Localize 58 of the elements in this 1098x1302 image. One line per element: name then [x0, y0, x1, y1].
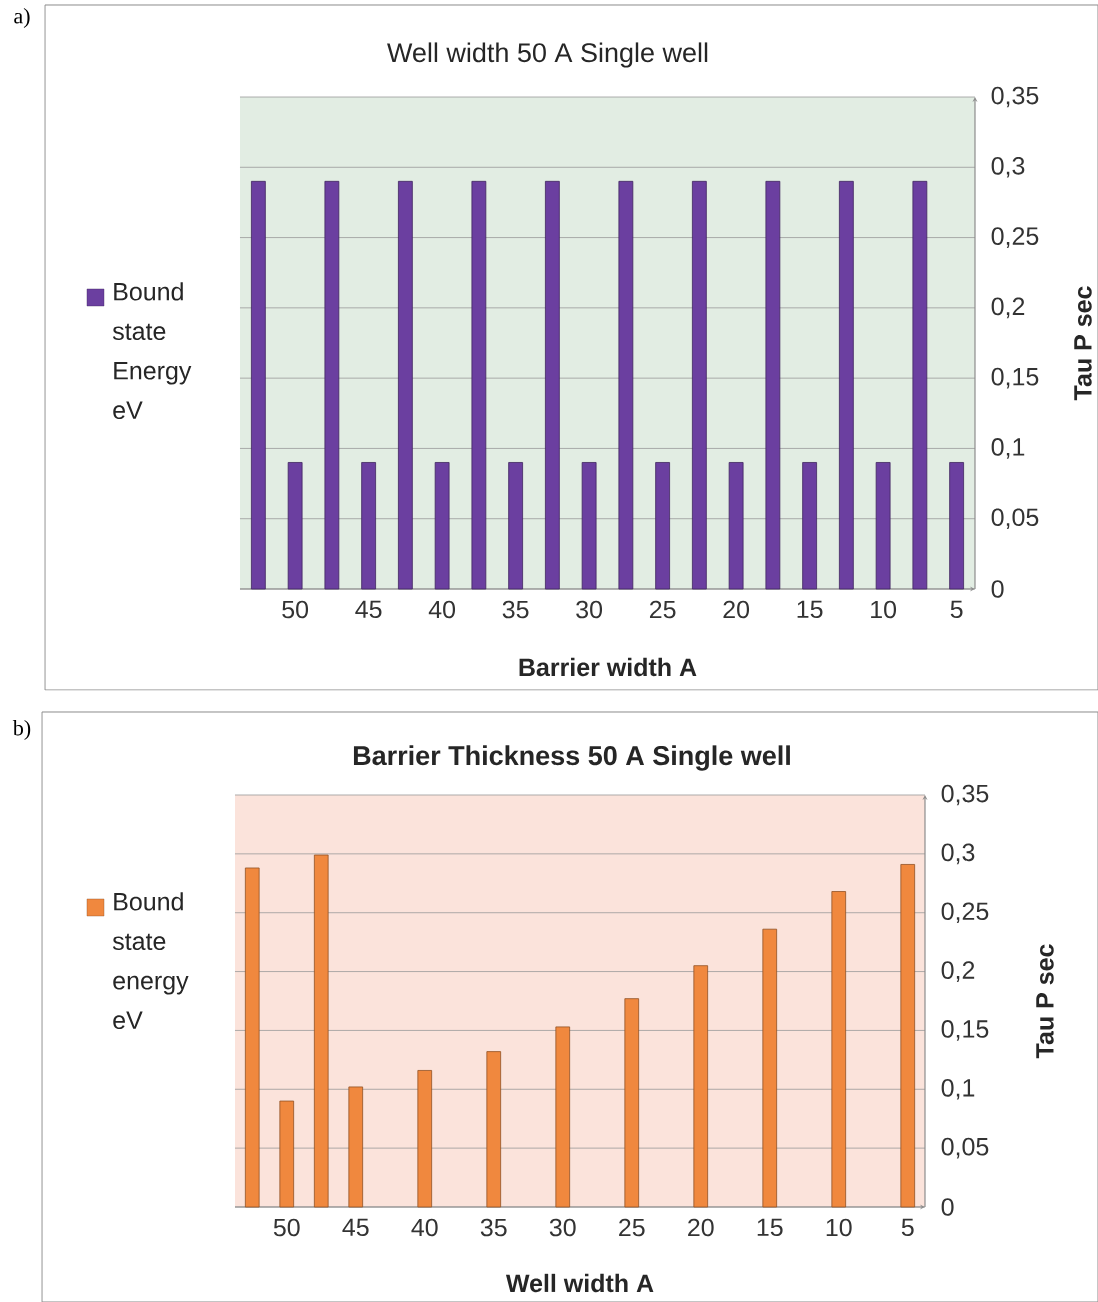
bar	[693, 965, 709, 1208]
x-tick-label: 50	[282, 600, 309, 619]
bar	[244, 867, 260, 1208]
x-tick-label: 30	[576, 600, 603, 619]
legend-label: Bound state energy eV	[112, 892, 189, 1030]
y-tick-label: 0,05	[991, 508, 1039, 530]
x-tick-label: 20	[723, 600, 750, 619]
y-tick-label: 0,05	[941, 1137, 989, 1159]
x-tick-label: 35	[480, 1218, 507, 1237]
x-tick-label: 5	[901, 1218, 914, 1237]
x-tick-label: 40	[428, 600, 456, 619]
bar	[900, 864, 916, 1208]
text: b)	[12, 720, 31, 740]
x-tick-label: 25	[619, 1218, 645, 1237]
x-tick-label: 10	[826, 1218, 852, 1237]
x-axis-title: Well width A	[505, 1273, 654, 1293]
y-tick-label: 0,35	[991, 86, 1039, 108]
bar	[486, 1051, 502, 1208]
x-tick-label: 15	[757, 1218, 783, 1237]
bar	[417, 1070, 433, 1208]
y-tick-label: 0	[991, 580, 1004, 598]
y-tick-label: 0,3	[991, 156, 1025, 178]
y-tick-label: 0,2	[941, 961, 975, 982]
x-tick-label: 5	[950, 600, 963, 619]
x-tick-label: 25	[649, 600, 676, 619]
bar	[348, 1086, 364, 1208]
bar	[831, 891, 847, 1208]
x-tick-label: 50	[273, 1218, 300, 1237]
x-tick-label: 20	[688, 1218, 714, 1237]
text: a)	[14, 8, 30, 28]
x-tick-label: 35	[502, 600, 529, 619]
y-tick-label: 0,25	[991, 227, 1039, 248]
y-tick-label: 0	[941, 1198, 954, 1216]
chart-title: Well width 50 A Single well	[387, 42, 708, 68]
x-tick-label: 30	[549, 1218, 576, 1237]
x-tick-label: 10	[871, 600, 897, 619]
bar	[555, 1026, 571, 1208]
x-tick-label: 45	[342, 1218, 369, 1237]
x-tick-label: 15	[797, 600, 823, 619]
y-axis-title: Tau P sec	[1036, 944, 1054, 1059]
bar	[624, 998, 640, 1208]
y-tick-label: 0,15	[941, 1020, 989, 1041]
y-tick-label: 0,1	[941, 1078, 975, 1100]
x-tick-label: 45	[355, 600, 382, 619]
legend-label: Bound state Energy eV	[112, 282, 192, 420]
y-tick-label: 0,25	[941, 902, 989, 924]
bar	[279, 1100, 295, 1208]
y-tick-label: 0,15	[991, 367, 1039, 389]
bar	[762, 928, 778, 1208]
chart-title: Barrier Thickness 50 A Single well	[353, 745, 790, 771]
y-tick-label: 0,1	[991, 438, 1025, 459]
y-tick-label: 0,3	[941, 843, 975, 865]
y-tick-label: 0,2	[991, 297, 1025, 319]
x-tick-label: 40	[411, 1218, 438, 1237]
bar	[313, 854, 329, 1208]
y-tick-label: 0,35	[941, 784, 989, 806]
x-axis-title: Barrier width A	[519, 657, 697, 677]
y-axis-title: Tau P sec	[1074, 286, 1092, 401]
